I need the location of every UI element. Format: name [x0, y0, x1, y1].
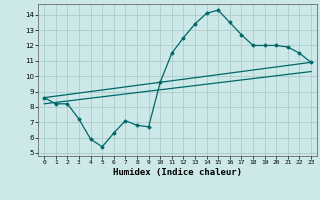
X-axis label: Humidex (Indice chaleur): Humidex (Indice chaleur): [113, 168, 242, 177]
